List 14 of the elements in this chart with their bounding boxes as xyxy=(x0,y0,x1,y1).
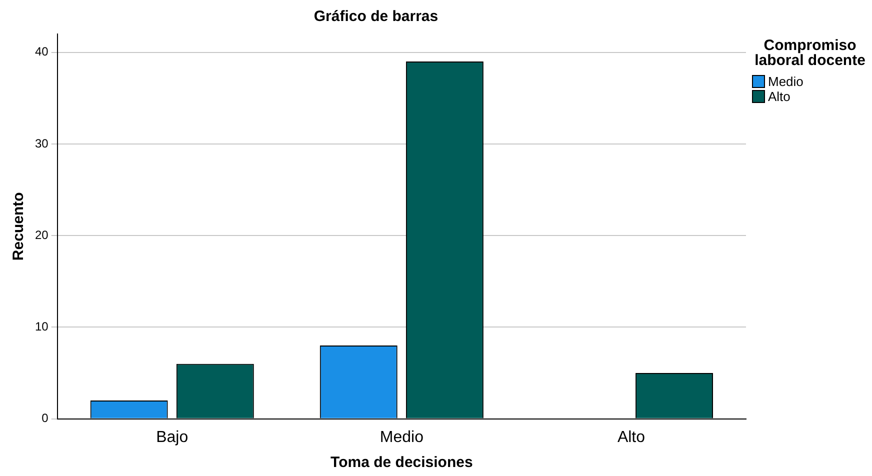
y-tick-label: 20 xyxy=(34,228,49,242)
y-axis-title: Recuento xyxy=(10,192,28,261)
y-tick-label: 30 xyxy=(34,136,49,150)
x-axis-title: Toma de decisiones xyxy=(330,454,473,472)
legend-label: Alto xyxy=(768,89,790,104)
y-tick-label: 40 xyxy=(34,44,49,59)
legend-label: Medio xyxy=(768,74,804,89)
chart-title: Gráfico de barras xyxy=(314,8,438,26)
y-tick-label: 10 xyxy=(34,319,49,334)
x-tick-label: Medio xyxy=(380,428,424,446)
y-tick-label: 0 xyxy=(42,411,49,426)
legend-title: Compromiso laboral docente xyxy=(754,37,866,69)
x-tick-label: Alto xyxy=(617,428,646,446)
x-tick-label: Bajo xyxy=(156,428,188,446)
